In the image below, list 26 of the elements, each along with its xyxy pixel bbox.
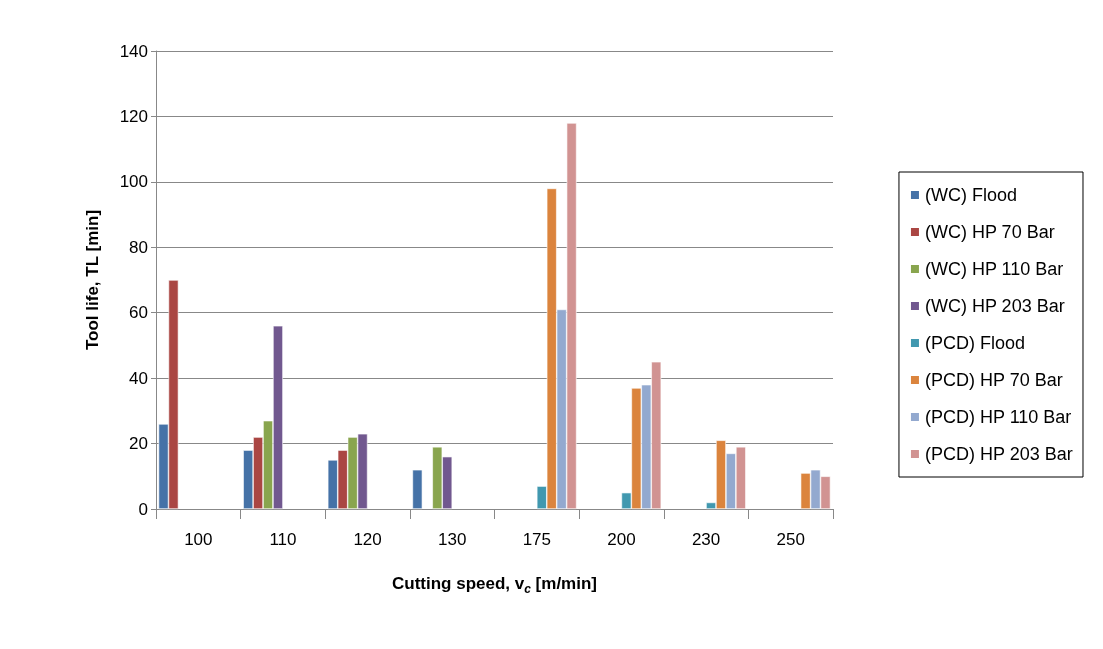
y-tick-label: 0 [138,499,148,519]
x-tick-label: 250 [776,530,805,549]
y-tick-label: 20 [129,434,148,454]
legend-label: (PCD) HP 70 Bar [924,370,1063,390]
y-axis-title: Tool life, TL [min] [83,209,102,351]
x-tick-label: 100 [184,530,213,549]
x-tick-label: 200 [607,530,636,549]
legend-label: (WC) HP 70 Bar [924,222,1055,242]
x-tick-label: 230 [691,530,721,549]
y-tick-label: 100 [119,172,148,192]
legend-label: (PCD) HP 110 Bar [924,407,1072,427]
legend-label: (WC) HP 110 Bar [924,259,1064,279]
y-tick-label: 60 [129,303,148,323]
x-tick-label: 110 [269,530,297,549]
x-tick-label: 120 [353,530,382,549]
y-tick-label: 120 [119,106,148,126]
y-tick-label: 40 [129,368,148,388]
legend-label: (WC) Flood [924,185,1017,205]
x-tick-label: 175 [522,530,551,549]
x-tick-label: 130 [438,530,467,549]
y-tick-label: 80 [129,237,148,257]
y-tick-label: 140 [119,41,148,61]
legend-label: (WC) HP 203 Bar [924,296,1065,316]
legend-label: (PCD) HP 203 Bar [924,444,1073,464]
bar [412,469,423,509]
legend-label: (PCD) Flood [924,333,1025,353]
